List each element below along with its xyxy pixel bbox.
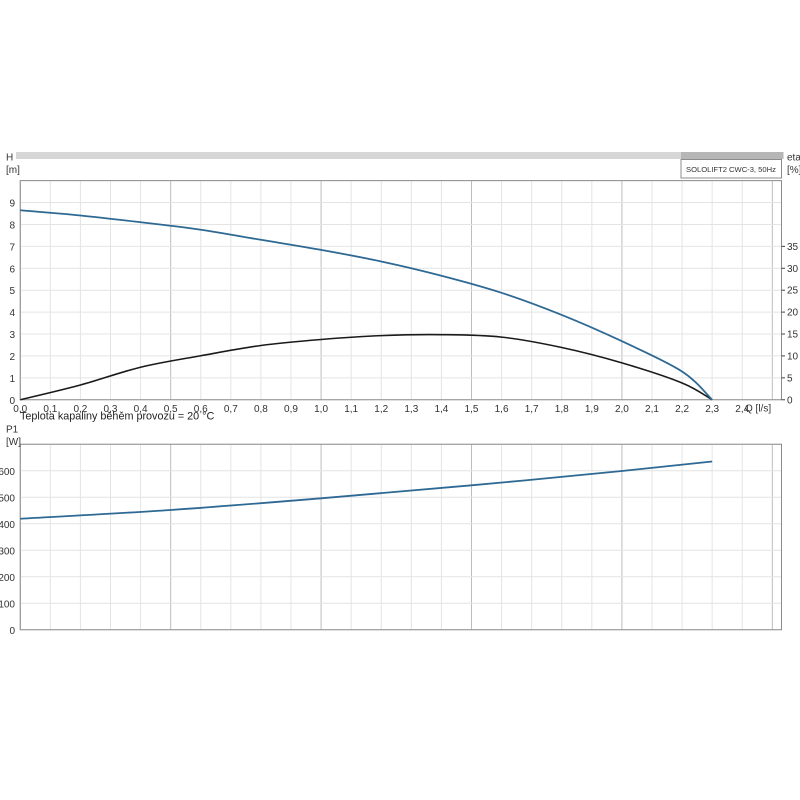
svg-text:0,7: 0,7	[224, 404, 238, 415]
svg-text:1,8: 1,8	[555, 404, 569, 415]
svg-text:0,9: 0,9	[284, 404, 298, 415]
svg-text:1,9: 1,9	[585, 404, 599, 415]
svg-text:10: 10	[787, 351, 799, 362]
svg-text:2,2: 2,2	[675, 404, 689, 415]
svg-text:5: 5	[787, 373, 793, 384]
svg-text:Q [l/s]: Q [l/s]	[745, 403, 771, 414]
svg-text:15: 15	[787, 330, 799, 341]
svg-text:5: 5	[9, 286, 15, 297]
svg-text:4: 4	[9, 308, 15, 319]
svg-text:20: 20	[787, 308, 799, 319]
svg-text:Teplota kapaliny běhěm provozu: Teplota kapaliny běhěm provozu = 20 °C	[20, 410, 214, 422]
svg-text:eta: eta	[787, 153, 800, 164]
svg-text:300: 300	[0, 546, 15, 557]
svg-text:2: 2	[9, 352, 15, 363]
svg-text:1,1: 1,1	[344, 404, 358, 415]
svg-text:P1: P1	[6, 425, 19, 436]
svg-text:0,8: 0,8	[254, 404, 268, 415]
svg-text:1: 1	[9, 374, 15, 385]
svg-text:H: H	[6, 153, 13, 164]
svg-text:[m]: [m]	[6, 165, 20, 176]
svg-text:0: 0	[787, 395, 793, 406]
svg-text:1,0: 1,0	[314, 404, 328, 415]
svg-text:2,3: 2,3	[705, 404, 719, 415]
svg-text:100: 100	[0, 599, 15, 610]
svg-text:1,3: 1,3	[404, 404, 418, 415]
svg-text:1,7: 1,7	[525, 404, 539, 415]
svg-text:3: 3	[9, 330, 15, 341]
svg-text:1,6: 1,6	[495, 404, 509, 415]
svg-text:2,1: 2,1	[645, 404, 659, 415]
svg-text:35: 35	[787, 242, 799, 253]
svg-text:400: 400	[0, 520, 15, 531]
svg-text:1,4: 1,4	[434, 404, 448, 415]
svg-text:1,2: 1,2	[374, 404, 388, 415]
svg-text:1,5: 1,5	[465, 404, 479, 415]
svg-text:0: 0	[9, 626, 15, 637]
svg-text:7: 7	[9, 242, 15, 253]
svg-text:[%]: [%]	[787, 165, 800, 176]
svg-text:9: 9	[9, 199, 15, 210]
svg-text:30: 30	[787, 264, 799, 275]
svg-text:2,0: 2,0	[615, 404, 629, 415]
svg-text:[W]: [W]	[6, 437, 21, 448]
svg-text:SOLOLIFT2 CWC-3, 50Hz: SOLOLIFT2 CWC-3, 50Hz	[686, 165, 776, 174]
svg-text:8: 8	[9, 220, 15, 231]
svg-text:25: 25	[787, 286, 799, 297]
svg-text:500: 500	[0, 493, 15, 504]
svg-text:200: 200	[0, 573, 15, 584]
svg-text:600: 600	[0, 467, 15, 478]
svg-text:6: 6	[9, 264, 15, 275]
